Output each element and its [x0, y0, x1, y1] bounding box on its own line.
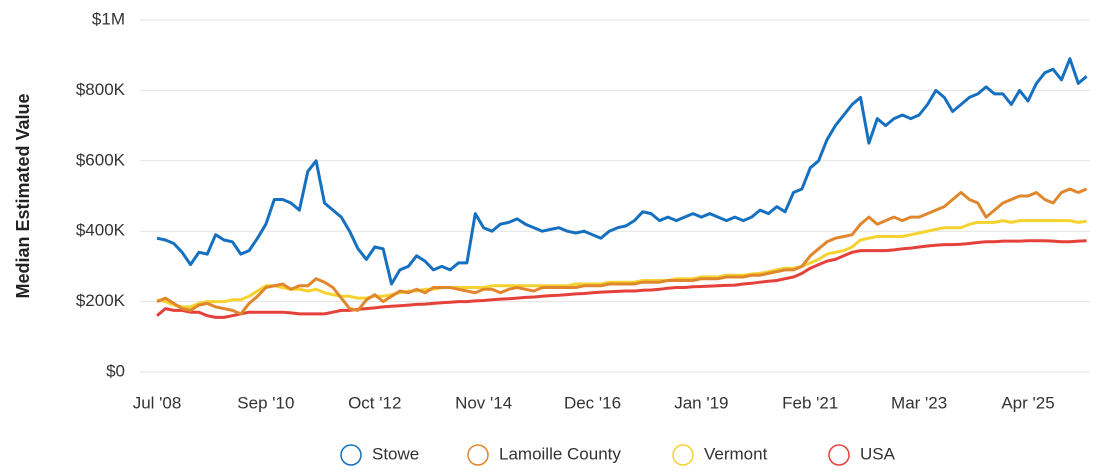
- legend-label: Stowe: [372, 444, 419, 463]
- x-tick-label: Jul '08: [133, 393, 182, 412]
- x-tick-label: Nov '14: [455, 393, 512, 412]
- legend-label: Lamoille County: [499, 444, 621, 463]
- legend-label: Vermont: [704, 444, 768, 463]
- x-tick-label: Sep '10: [237, 393, 294, 412]
- legend-label: USA: [860, 444, 896, 463]
- x-tick-label: Feb '21: [782, 393, 838, 412]
- x-tick-label: Dec '16: [564, 393, 621, 412]
- x-tick-label: Mar '23: [891, 393, 947, 412]
- y-tick-label: $800K: [76, 80, 126, 99]
- x-tick-label: Apr '25: [1001, 393, 1054, 412]
- series-line: [156, 57, 1088, 286]
- y-tick-label: $200K: [76, 291, 126, 310]
- legend-marker: [672, 444, 694, 466]
- series-line: [156, 219, 1087, 309]
- x-tick-label: Jan '19: [674, 393, 728, 412]
- x-tick-label: Oct '12: [348, 393, 401, 412]
- y-tick-label: $1M: [92, 9, 125, 28]
- series-line: [156, 239, 1087, 319]
- y-tick-label: $600K: [76, 150, 126, 169]
- y-tick-label: $0: [106, 361, 125, 380]
- legend-marker: [340, 444, 362, 466]
- y-axis-label: Median Estimated Value: [13, 93, 33, 298]
- legend-marker: [467, 444, 489, 466]
- legend-marker: [828, 444, 850, 466]
- series-line: [156, 187, 1088, 316]
- y-tick-label: $400K: [76, 221, 126, 240]
